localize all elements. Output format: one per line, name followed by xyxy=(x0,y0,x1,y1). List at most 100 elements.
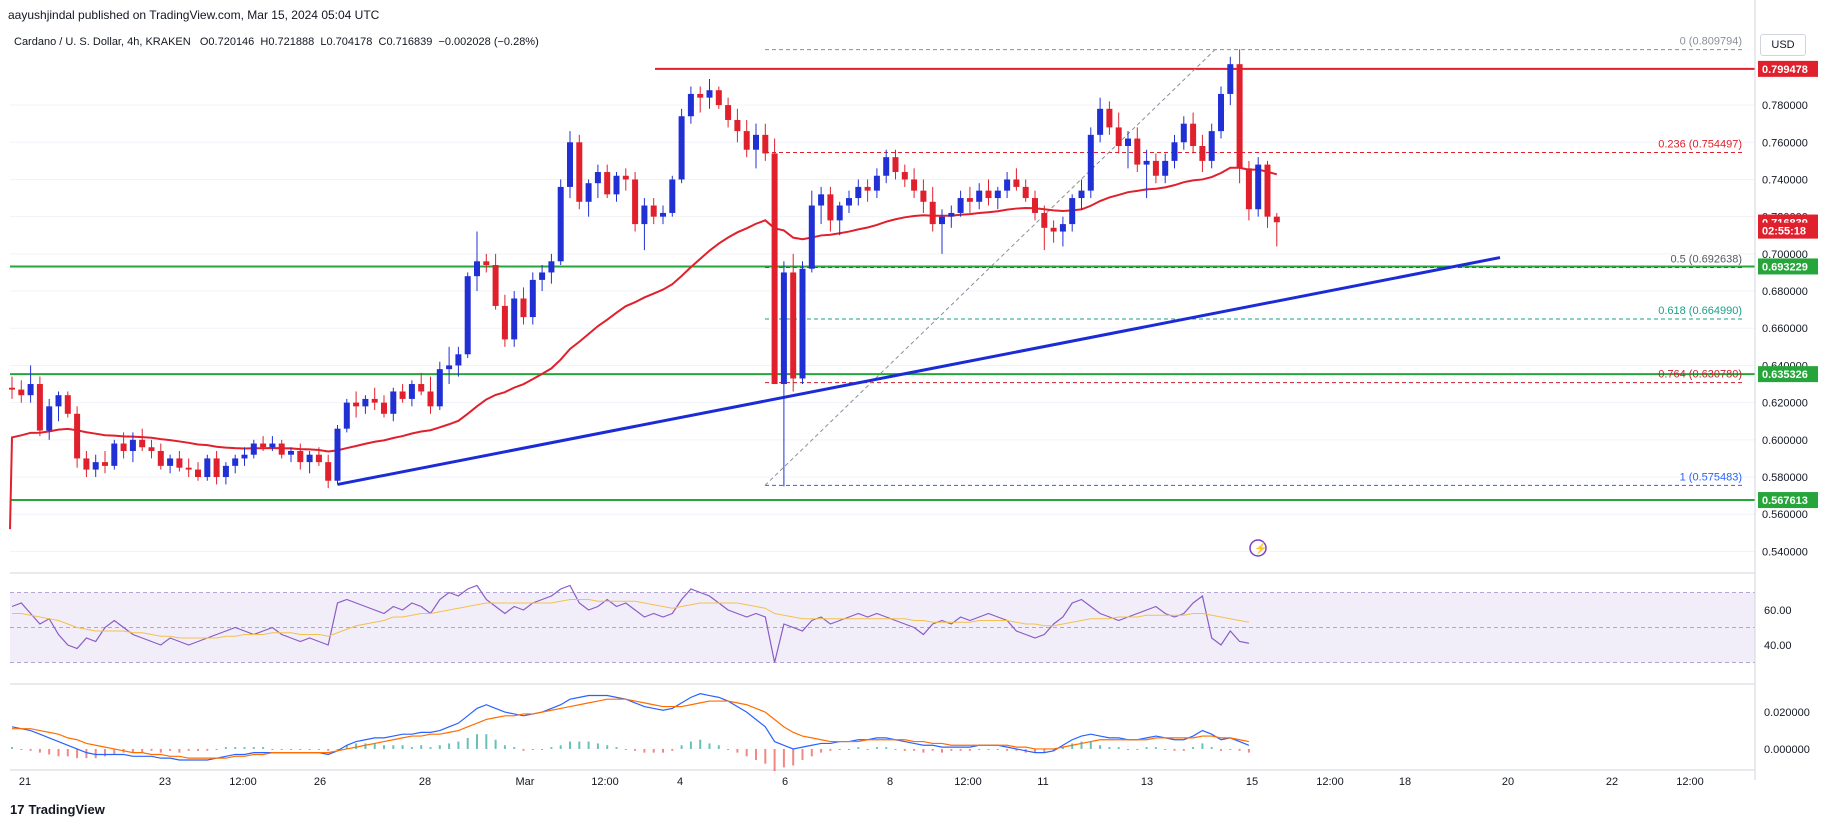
candle-down xyxy=(371,398,378,403)
candle-down xyxy=(353,402,360,407)
price-label-box xyxy=(1758,222,1818,239)
candle-up xyxy=(548,261,555,273)
candle-down xyxy=(260,443,267,448)
macd-histogram-bar xyxy=(308,748,311,750)
candle-up xyxy=(1162,160,1169,176)
macd-histogram-bar xyxy=(848,748,850,750)
macd-histogram-bar xyxy=(922,748,925,753)
time-tick-label: 13 xyxy=(1141,776,1153,788)
macd-histogram-bar xyxy=(1210,747,1213,749)
macd-histogram-bar xyxy=(252,747,255,749)
candle-down xyxy=(1115,127,1122,146)
candle-down xyxy=(315,454,322,463)
macd-histogram-bar xyxy=(1201,743,1204,749)
candle-down xyxy=(399,391,406,399)
price-axis: 0.540000 0.560000 0.580000 0.600000 0.620000… xyxy=(1754,0,1808,780)
macd-histogram-bar xyxy=(1071,743,1074,749)
time-tick-label: 18 xyxy=(1399,776,1411,788)
macd-histogram-bar xyxy=(1043,748,1046,753)
macd-histogram-bar xyxy=(773,748,776,772)
candle-down xyxy=(102,462,108,466)
candle-down xyxy=(790,272,797,379)
macd-histogram-bar xyxy=(1099,745,1102,749)
candle-down xyxy=(418,384,425,392)
time-tick-label: 20 xyxy=(1502,776,1514,788)
candle-up xyxy=(1087,134,1094,191)
time-tick-label: 23 xyxy=(159,776,171,788)
candle-up xyxy=(1218,93,1224,132)
candle-up xyxy=(269,443,276,448)
fib-level-label: 0.764 (0.630780) xyxy=(1658,369,1742,381)
macd-histogram-bar xyxy=(1061,747,1064,749)
macd-histogram-bar xyxy=(197,748,199,751)
candle-down xyxy=(139,439,146,448)
candle-down xyxy=(743,131,750,150)
fib-level-label: 0.236 (0.754497) xyxy=(1658,139,1742,151)
candle-up xyxy=(836,205,843,221)
macd-histogram-bar xyxy=(1089,741,1092,749)
candle-up xyxy=(1180,123,1187,143)
macd-histogram-bar xyxy=(38,748,41,753)
candle-up xyxy=(222,465,229,478)
candle-down xyxy=(381,402,387,414)
trendline[interactable]: ⚡ xyxy=(337,256,1501,557)
macd-histogram-bar xyxy=(29,748,32,751)
candle-up xyxy=(1078,190,1085,199)
candle-up xyxy=(343,402,350,429)
candle-down xyxy=(18,389,25,396)
macd-histogram-bar xyxy=(903,748,906,751)
price-tick-label: 0.740000 xyxy=(1762,174,1808,186)
candle-up xyxy=(55,395,62,407)
macd-histogram-bar xyxy=(290,748,292,750)
price-label-box xyxy=(1758,366,1818,383)
price-tick-label: 0.660000 xyxy=(1762,323,1808,335)
candle-down xyxy=(36,384,43,431)
candle-down xyxy=(827,194,834,221)
fibonacci-retracement[interactable]: 0 (0.809794) 0.236 (0.754497) 0.5 (0.69263… xyxy=(764,36,1745,486)
candle-down xyxy=(1022,186,1029,199)
currency-button[interactable]: USD xyxy=(1760,34,1806,56)
macd-histogram-bar xyxy=(727,748,730,750)
price-label-text: 02:55:18 xyxy=(1762,226,1806,238)
change-value: −0.002028 (−0.28%) xyxy=(438,36,539,48)
candle-down xyxy=(1152,160,1159,176)
macd-histogram-bar xyxy=(1015,748,1018,751)
fib-level-label: 0 (0.809794) xyxy=(1680,36,1742,48)
price-label-text: 0.635326 xyxy=(1762,369,1808,381)
macd-histogram-bar xyxy=(476,734,478,749)
candle-down xyxy=(195,469,201,478)
macd-tick-label: 0.000000 xyxy=(1764,744,1810,756)
candle-down xyxy=(120,443,127,451)
candle-up xyxy=(1125,138,1131,146)
tradingview-logo: 17 TradingView xyxy=(10,802,105,817)
macd-histogram-bar xyxy=(76,748,79,759)
candle-down xyxy=(911,179,918,191)
candle-up xyxy=(641,205,648,225)
macd-histogram-bar xyxy=(1145,747,1148,749)
macd-histogram-bar xyxy=(606,745,609,749)
macd-histogram-bar xyxy=(1247,748,1250,753)
macd-histogram-bar xyxy=(894,748,897,750)
macd-histogram-bar xyxy=(392,745,395,749)
candle-up xyxy=(1171,142,1178,161)
candle-up xyxy=(567,142,573,187)
macd-histogram-bar xyxy=(234,747,237,749)
price-tick-label: 0.580000 xyxy=(1762,472,1808,484)
macd-histogram-bar xyxy=(20,748,23,750)
macd-histogram-bar xyxy=(987,748,990,750)
macd-histogram-bar xyxy=(1127,748,1129,750)
candle-down xyxy=(83,458,90,470)
macd-histogram-bar xyxy=(1220,748,1222,751)
macd-histogram-bar xyxy=(1229,748,1232,750)
candle-up xyxy=(334,428,341,481)
candle-down xyxy=(966,198,973,202)
price-tick-label: 0.560000 xyxy=(1762,509,1808,521)
macd-histogram-bar xyxy=(1117,747,1120,749)
macd-histogram-bar xyxy=(634,748,637,751)
candle-down xyxy=(1032,198,1038,213)
candle-up xyxy=(557,186,564,262)
macd-histogram-bar xyxy=(885,747,888,749)
rsi-tick-label: 60.00 xyxy=(1764,605,1792,617)
candle-up xyxy=(1143,160,1150,165)
